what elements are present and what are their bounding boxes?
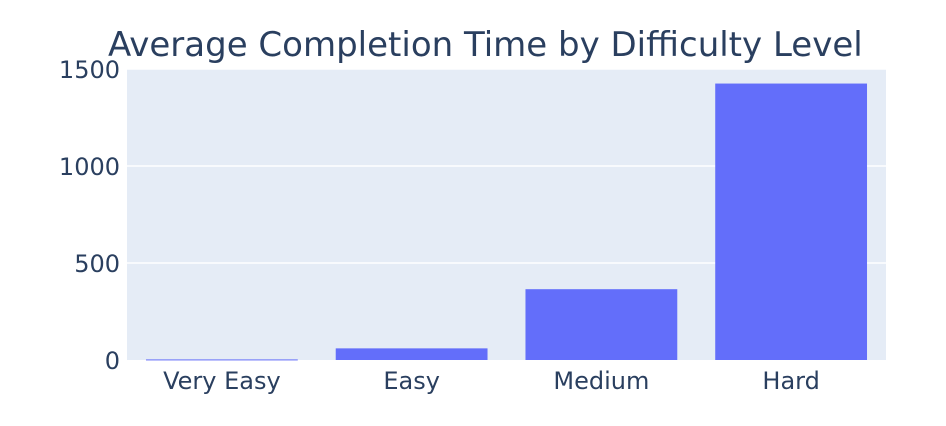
x-axis-ticks: Very Easy Easy Medium Hard [163,367,820,395]
y-tick-label: 1000 [59,153,120,181]
y-axis-ticks: 0 500 1000 1500 [59,56,120,375]
x-tick-label: Very Easy [163,367,281,395]
x-tick-label: Medium [553,367,649,395]
x-tick-label: Easy [383,367,440,395]
chart-title: Average Completion Time by Difficulty Le… [108,25,863,65]
bars [145,83,868,361]
bar [715,83,868,361]
bar [335,348,488,360]
bar [145,359,298,361]
y-tick-label: 0 [105,347,120,375]
y-tick-label: 1500 [59,56,120,84]
x-tick-label: Hard [762,367,819,395]
bar [525,289,678,360]
y-tick-label: 500 [74,250,120,278]
